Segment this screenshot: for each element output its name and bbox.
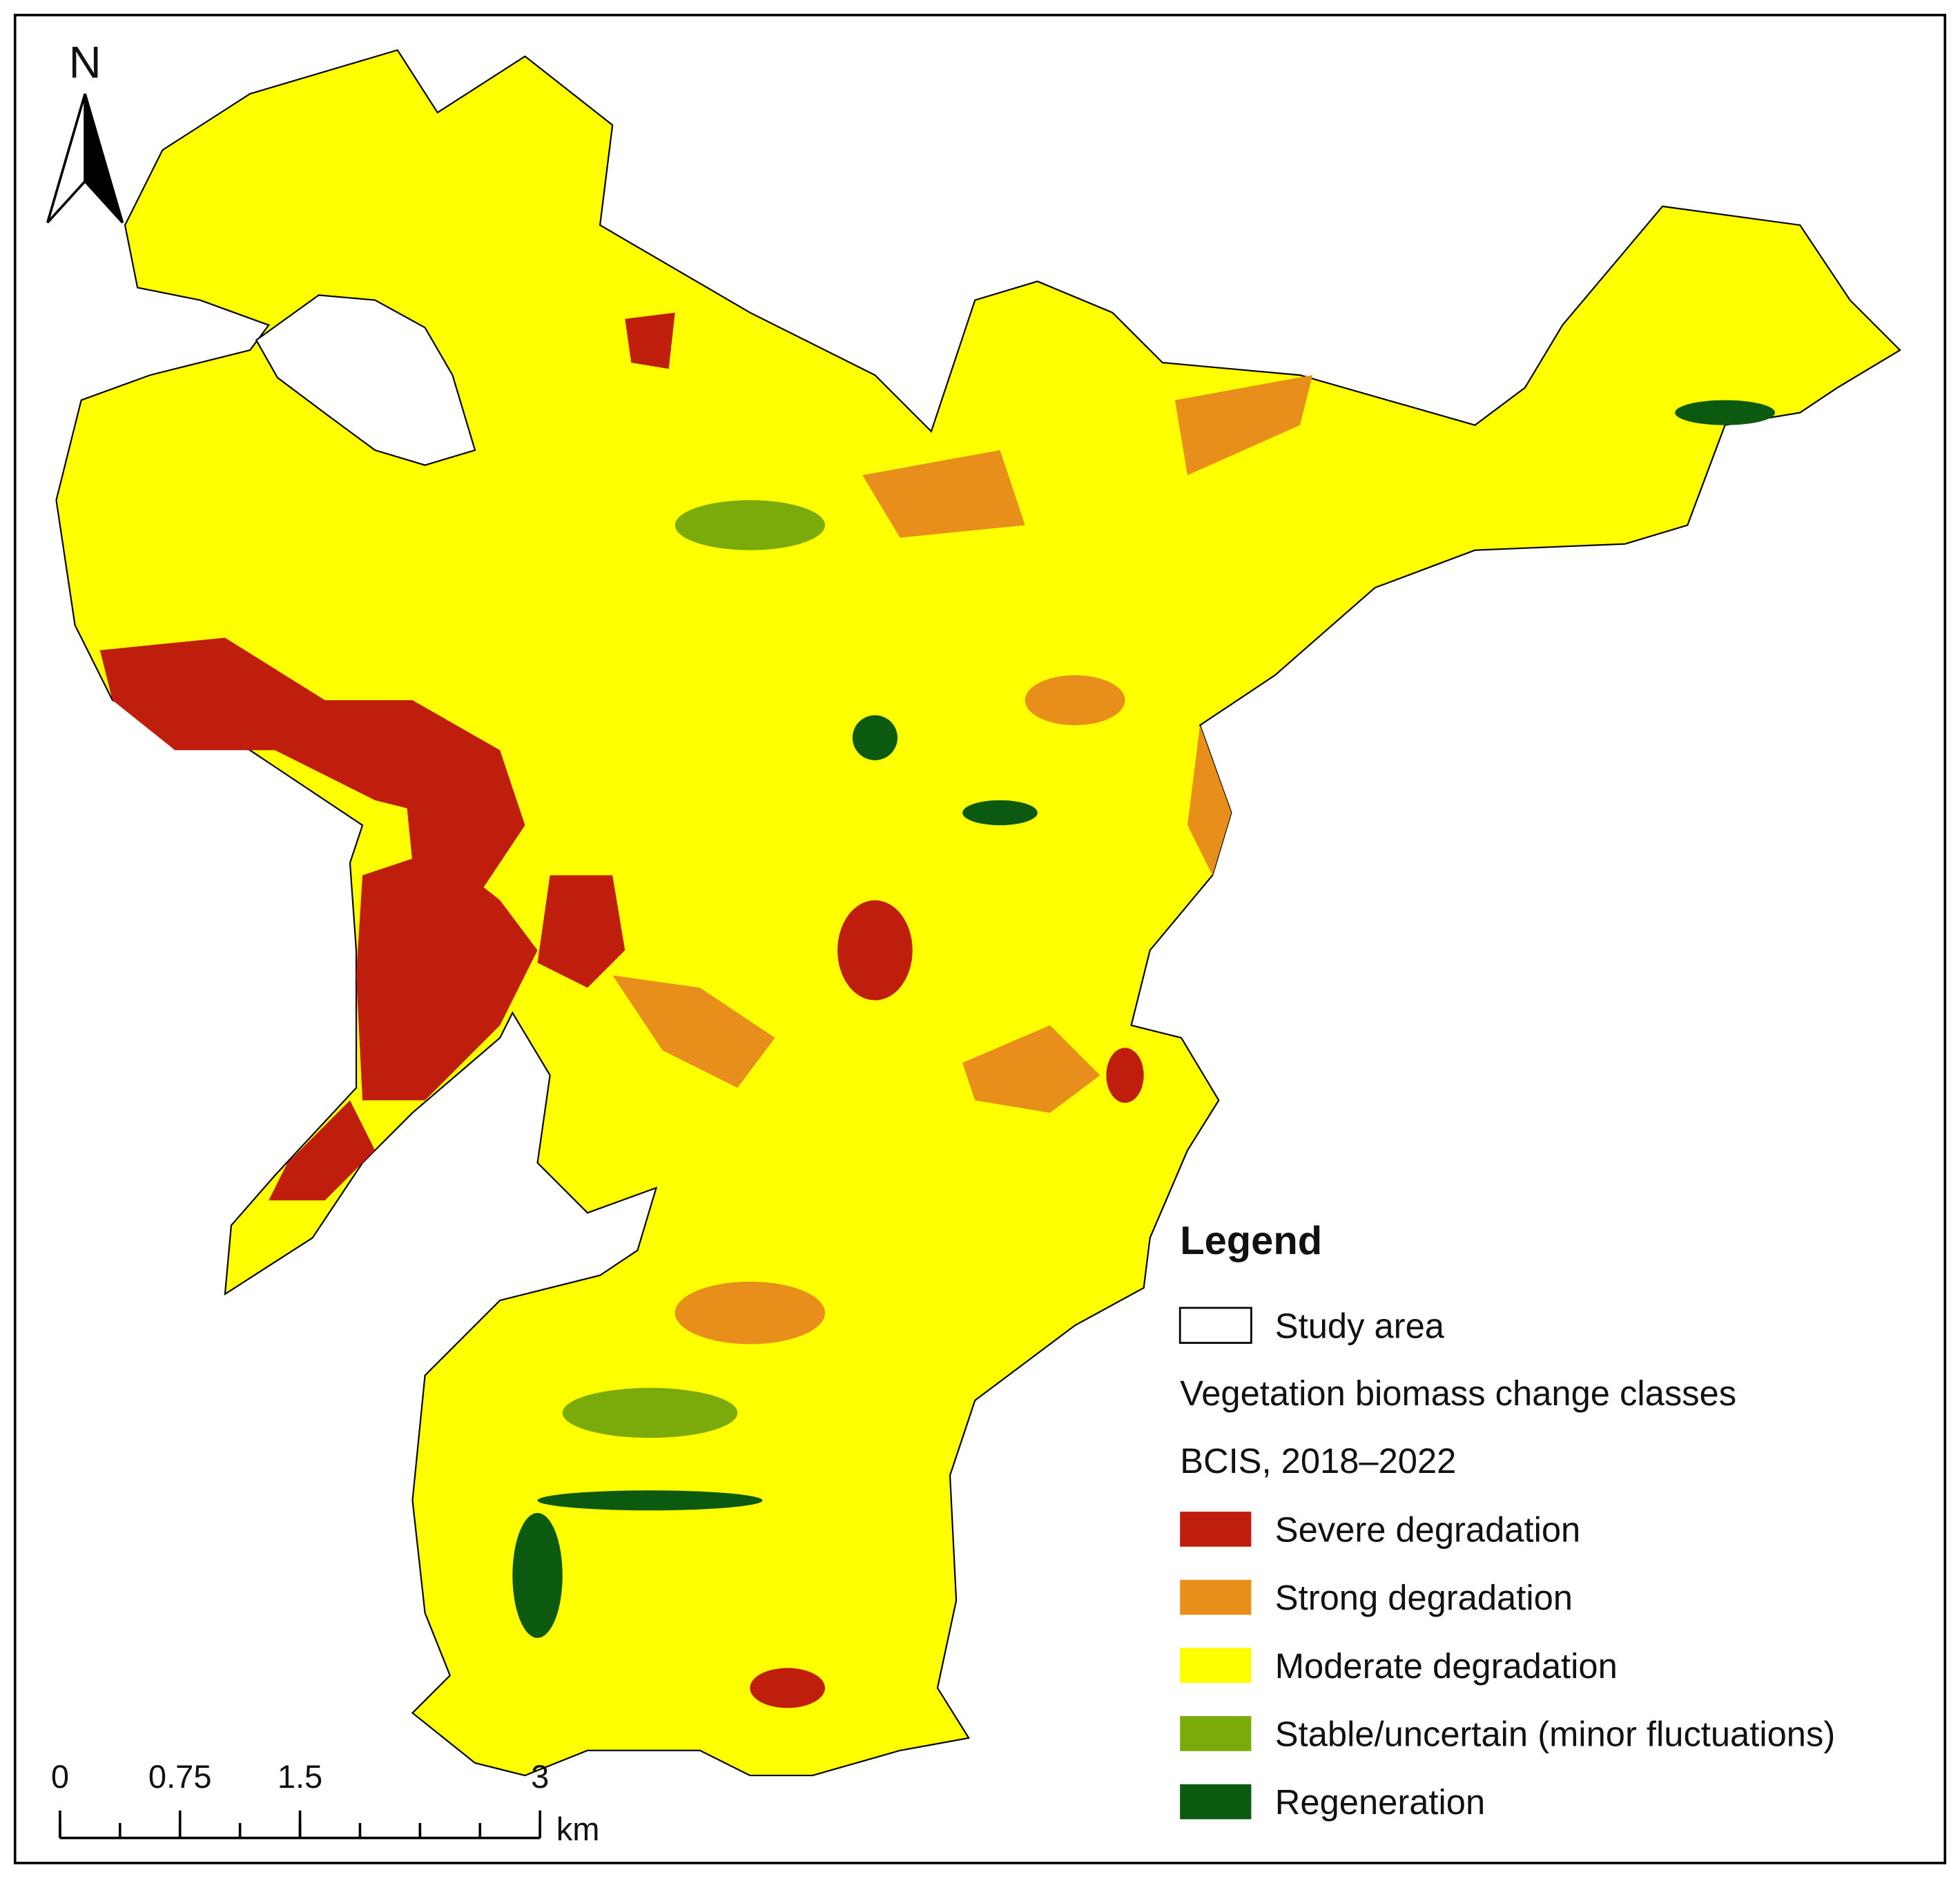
legend-swatch bbox=[1180, 1512, 1252, 1547]
patch bbox=[537, 875, 625, 988]
patch bbox=[852, 715, 898, 760]
legend-swatch bbox=[1180, 1648, 1252, 1684]
patch bbox=[1025, 675, 1125, 726]
study-area-map bbox=[55, 49, 1901, 1777]
patch bbox=[862, 450, 1025, 538]
lake bbox=[255, 294, 476, 466]
legend-subtitle: Vegetation biomass change classes bbox=[1180, 1374, 1736, 1413]
legend-swatch bbox=[1178, 1307, 1252, 1344]
scale-label: 0.75 bbox=[148, 1758, 212, 1795]
legend-label: Study area bbox=[1275, 1306, 1445, 1345]
patch bbox=[962, 1025, 1100, 1113]
legend-label: Stable/uncertain (minor fluctuations) bbox=[1275, 1715, 1835, 1754]
legend-swatch bbox=[1180, 1784, 1252, 1820]
scale-label: 0 bbox=[51, 1758, 69, 1795]
patch bbox=[750, 1668, 825, 1708]
patch bbox=[612, 975, 775, 1088]
patch bbox=[537, 1490, 763, 1511]
legend-label: Moderate degradation bbox=[1275, 1646, 1618, 1686]
legend-label: Strong degradation bbox=[1275, 1578, 1573, 1617]
patch bbox=[1106, 1048, 1144, 1103]
map-base bbox=[55, 49, 1901, 1777]
patch bbox=[512, 1512, 563, 1638]
patch bbox=[625, 312, 675, 369]
patch bbox=[675, 1281, 825, 1345]
patch bbox=[400, 738, 525, 900]
patch bbox=[1174, 375, 1313, 476]
scale-bar: 0 0.75 1.5 3km bbox=[51, 1758, 600, 1847]
legend-label: Regeneration bbox=[1275, 1782, 1485, 1822]
arrow-right bbox=[84, 93, 124, 224]
patch bbox=[1675, 400, 1776, 425]
patch bbox=[356, 850, 538, 1101]
north-arrow: N bbox=[46, 37, 124, 224]
patch bbox=[962, 800, 1038, 826]
legend-swatch bbox=[1180, 1716, 1252, 1751]
patch bbox=[99, 637, 501, 826]
scale-unit: km bbox=[556, 1811, 600, 1847]
patch bbox=[675, 500, 825, 550]
legend-subtitle: BCIS, 2018–2022 bbox=[1180, 1441, 1456, 1481]
patch bbox=[1187, 725, 1232, 876]
scale-label: 3 bbox=[531, 1758, 549, 1795]
scale-label: 1.5 bbox=[278, 1758, 322, 1795]
legend-title: Legend bbox=[1180, 1219, 1322, 1263]
patch bbox=[837, 900, 913, 1001]
legend-swatch bbox=[1180, 1579, 1252, 1615]
patch bbox=[269, 1100, 376, 1201]
patch bbox=[562, 1387, 738, 1438]
north-label: N bbox=[69, 37, 101, 87]
legend: Legend Study area Vegetation biomass chang… bbox=[1178, 1219, 1835, 1822]
legend-label: Severe degradation bbox=[1275, 1510, 1580, 1550]
class-patches bbox=[99, 312, 1776, 1708]
